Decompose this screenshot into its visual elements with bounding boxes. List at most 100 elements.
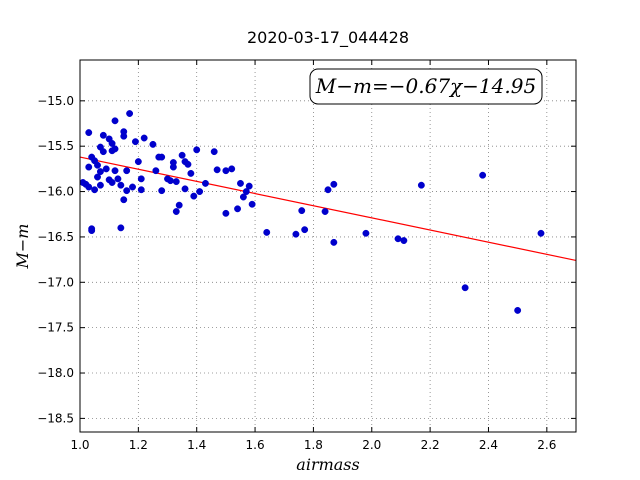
data-point [85, 183, 93, 191]
data-point [222, 209, 230, 217]
data-point [120, 196, 128, 204]
fit-line [79, 156, 577, 262]
data-point [292, 230, 300, 238]
data-point [169, 159, 177, 166]
data-point [172, 208, 180, 215]
equation-box [309, 68, 543, 105]
fit-line-layer [79, 156, 577, 262]
y-tick-label: −16.0 [37, 185, 74, 199]
y-tick-label: −17.0 [37, 275, 74, 289]
data-point [210, 148, 218, 156]
data-point [120, 128, 128, 136]
data-point [152, 167, 160, 175]
x-tick-label: 1.8 [304, 438, 323, 452]
data-point [417, 181, 425, 189]
data-point [94, 161, 101, 169]
data-point [263, 228, 271, 236]
data-point [111, 167, 119, 175]
data-point [362, 229, 370, 237]
data-point [196, 188, 204, 196]
data-point [91, 186, 99, 194]
data-point [301, 226, 309, 234]
data-point [123, 167, 131, 175]
data-point [228, 165, 236, 173]
data-points [79, 110, 545, 314]
x-tick-label: 2.0 [362, 438, 381, 452]
data-point [137, 186, 145, 194]
data-point [234, 205, 242, 213]
data-point [321, 208, 329, 215]
data-point [239, 193, 247, 201]
data-point [88, 225, 96, 233]
equation-text: M−m=−0.67χ−14.95 [315, 74, 536, 98]
data-point [96, 181, 104, 189]
data-point [400, 237, 408, 245]
data-point [111, 117, 119, 125]
data-point [117, 224, 125, 232]
data-point [126, 110, 134, 117]
data-point [85, 163, 93, 171]
data-point [394, 235, 402, 243]
plot-frame [79, 59, 577, 433]
data-point [330, 180, 338, 188]
data-point [178, 151, 186, 159]
data-point [134, 158, 142, 166]
data-point [537, 229, 545, 237]
x-tick-label: 1.0 [70, 438, 89, 452]
chart-title: 2020-03-17_044428 [247, 28, 409, 48]
x-tick-label: 2.4 [479, 438, 498, 452]
data-point [131, 138, 139, 146]
data-point [166, 177, 174, 185]
data-point [158, 187, 166, 195]
data-point [187, 169, 195, 177]
axis-ticks: 1.0 1.2 1.4 1.6 1.8 2.0 2.2 2.4 2.6 −15.0 −15.5 −16… [37, 60, 576, 452]
x-tick-label: 1.4 [187, 438, 206, 452]
data-point [245, 182, 253, 190]
y-tick-label: −15.5 [37, 139, 74, 153]
data-point [111, 145, 119, 153]
data-point [213, 166, 221, 174]
data-point [184, 160, 192, 168]
x-tick-label: 1.6 [246, 438, 265, 452]
data-point [108, 179, 116, 186]
data-point [181, 185, 189, 193]
data-point [479, 171, 487, 179]
data-point [461, 284, 469, 292]
data-point [193, 146, 201, 154]
data-point [237, 179, 244, 187]
data-point [129, 183, 136, 191]
equation-annotation: M−m=−0.67χ−14.95 [309, 68, 543, 105]
data-point [140, 134, 148, 142]
data-point [137, 175, 145, 183]
data-point [99, 148, 107, 156]
data-point [117, 181, 125, 189]
data-point [123, 187, 131, 195]
y-tick-label: −18.0 [37, 366, 74, 380]
data-point [102, 165, 110, 173]
data-point [96, 168, 104, 176]
data-point [149, 140, 157, 148]
y-tick-label: −16.5 [37, 230, 74, 244]
data-point [190, 192, 198, 200]
data-point [175, 201, 183, 209]
data-point [202, 179, 209, 187]
data-point [242, 188, 250, 196]
y-axis-label: M−m [13, 224, 32, 270]
y-tick-label: −18.5 [37, 411, 74, 425]
data-point [114, 175, 122, 183]
data-point [298, 207, 306, 215]
data-point [94, 173, 101, 181]
y-tick-label: −17.5 [37, 321, 74, 335]
data-point [85, 129, 93, 137]
x-tick-label: 2.6 [537, 438, 556, 452]
data-point [222, 167, 230, 175]
data-point [514, 306, 522, 314]
x-axis-label: airmass [296, 455, 359, 474]
data-point [108, 140, 116, 147]
data-point [158, 153, 166, 161]
x-tick-label: 2.2 [421, 438, 440, 452]
data-point [324, 186, 332, 194]
y-tick-label: −15.0 [37, 94, 74, 108]
data-point [330, 238, 338, 246]
